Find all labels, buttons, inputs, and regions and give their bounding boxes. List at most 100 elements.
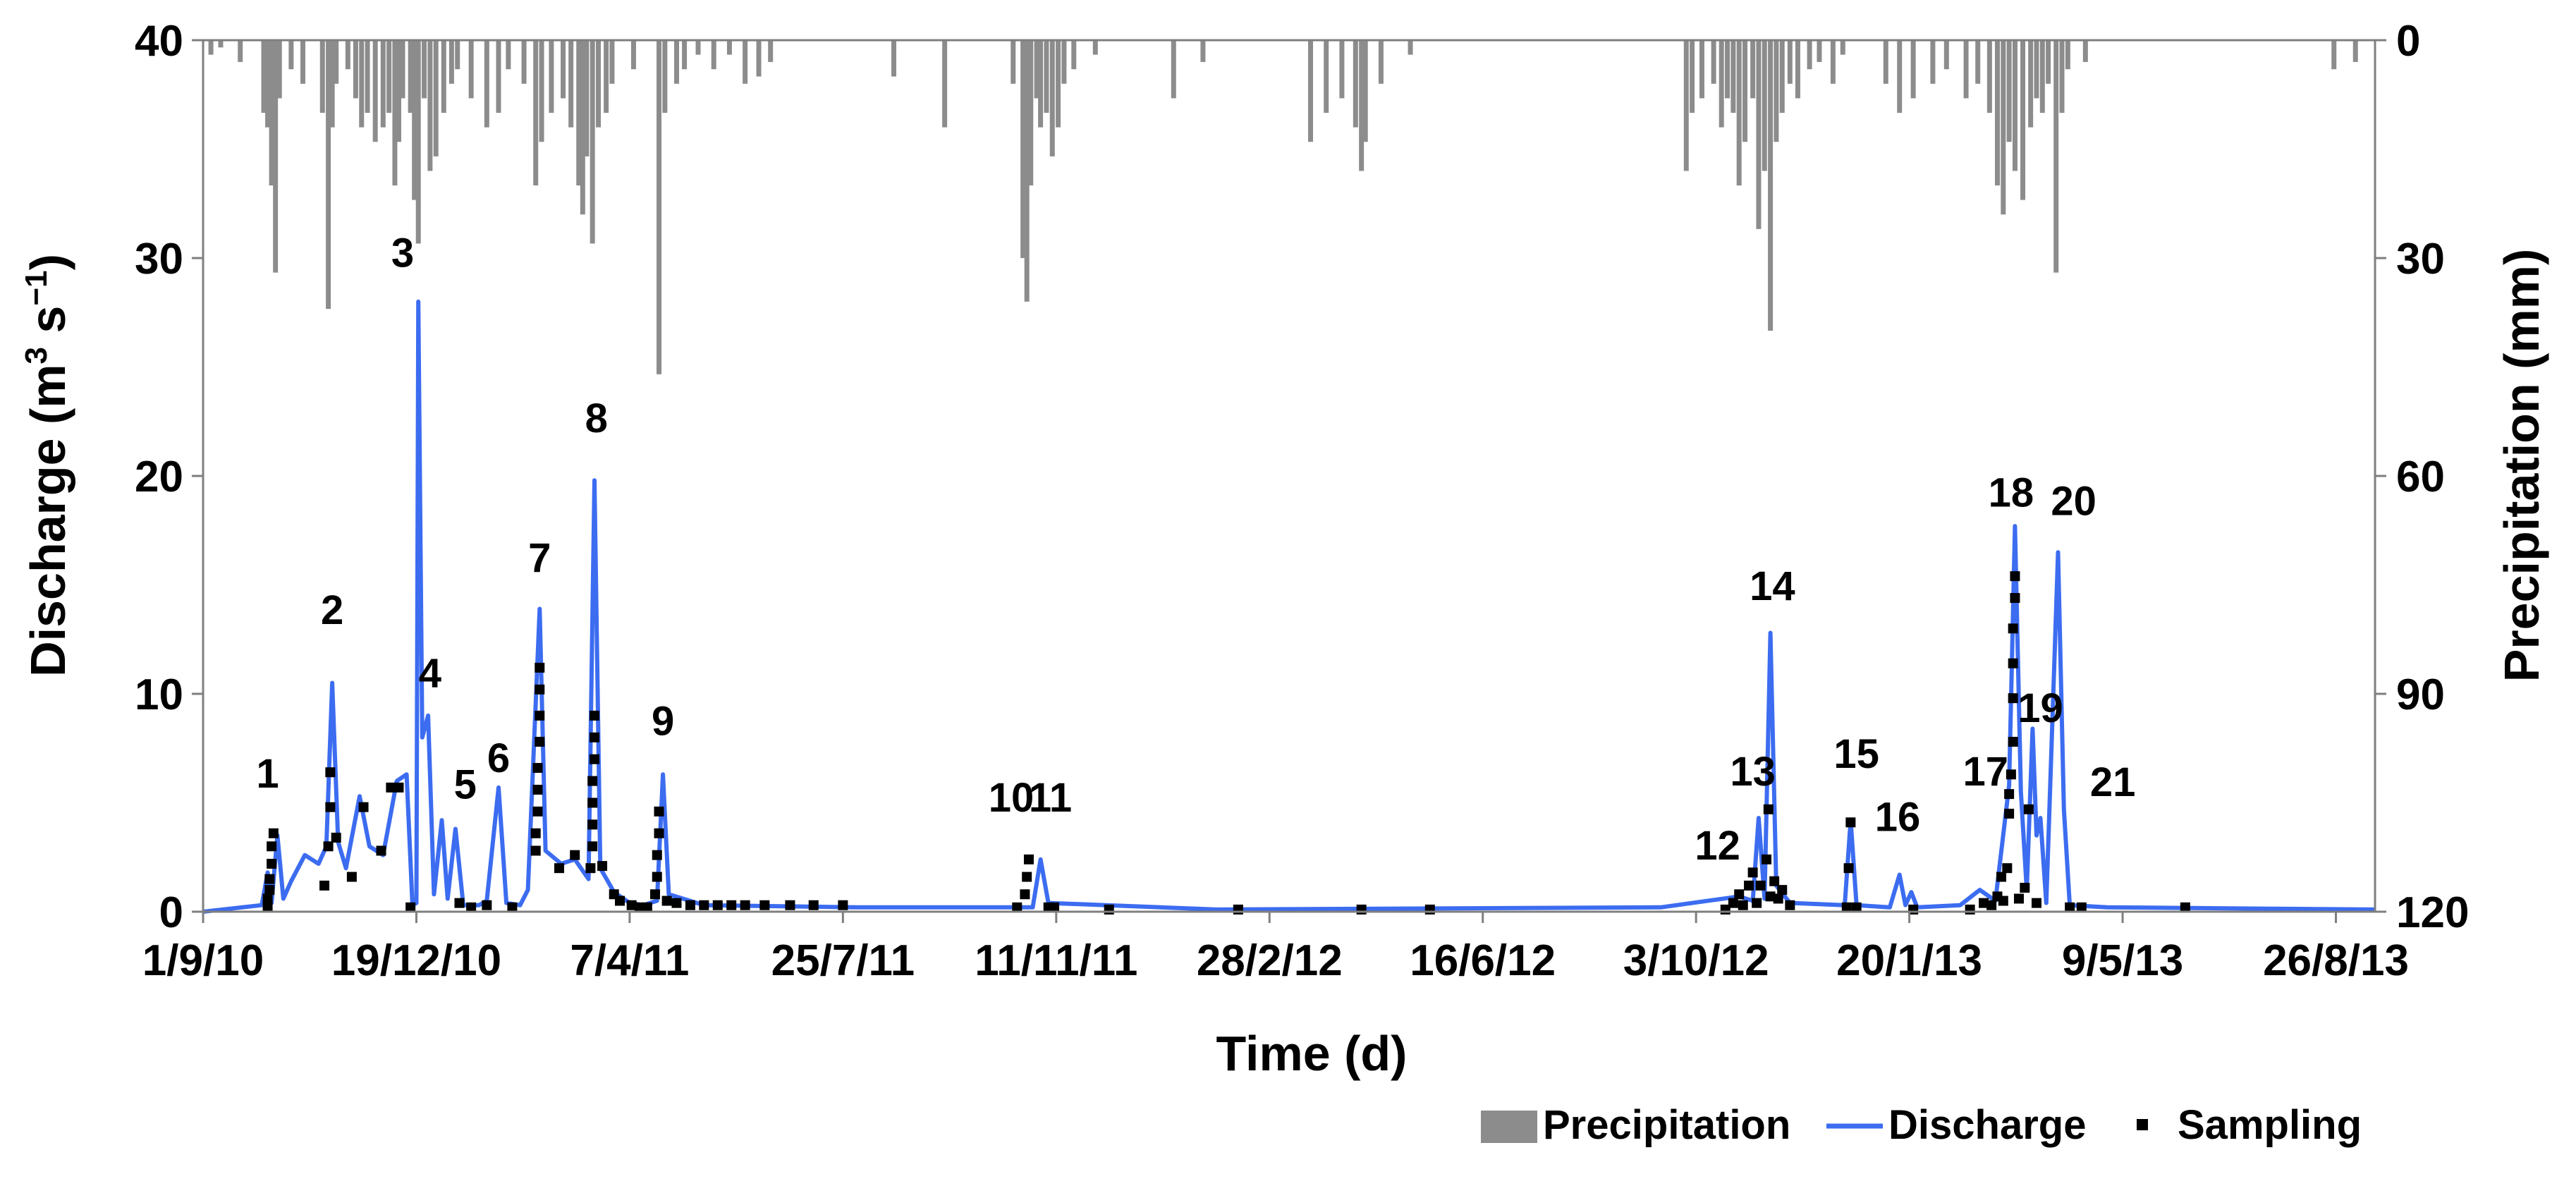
precipitation-bar [1774, 40, 1779, 142]
event-label: 13 [1730, 749, 1776, 795]
precipitation-bar [1408, 40, 1413, 55]
sampling-point [262, 893, 273, 904]
precipitation-bar [1830, 40, 1836, 84]
sampling-point [585, 863, 596, 874]
precipitation-bar [584, 40, 590, 157]
x-axis-tick-label: 7/4/11 [570, 936, 689, 985]
precipitation-bar [942, 40, 948, 128]
precipitation-bar [662, 40, 668, 113]
sampling-point [570, 850, 580, 860]
precipitation-bar [1359, 40, 1365, 171]
right-axis-tick-label: 0 [2396, 17, 2420, 66]
sampling-point [587, 776, 598, 786]
precipitation-bar [1171, 40, 1176, 99]
precipitation-bar [208, 40, 214, 55]
precipitation-bar [1044, 40, 1049, 113]
sampling-point [838, 900, 848, 910]
sampling-point [1728, 898, 1738, 908]
sampling-point [699, 900, 709, 910]
sampling-point [2020, 883, 2030, 893]
sampling-point [2008, 658, 2018, 668]
sampling-point [652, 872, 662, 882]
legend-label: Sampling [2178, 1102, 2362, 1148]
event-label: 11 [1029, 775, 1072, 821]
sampling-point [671, 898, 682, 908]
event-label: 7 [528, 535, 551, 581]
x-axis-tick-label: 16/6/12 [1410, 936, 1556, 985]
sampling-point [535, 736, 545, 747]
sampling-point [661, 895, 672, 906]
sampling-point [1769, 876, 1780, 886]
left-axis-title: Discharge (m3 s−1) [19, 254, 75, 677]
sampling-point [2023, 804, 2034, 814]
sampling-point [2065, 902, 2075, 912]
precipitation-bar [1787, 40, 1793, 84]
precipitation-bar [2046, 40, 2051, 84]
sampling-point [554, 863, 565, 874]
sampling-point [2004, 789, 2015, 800]
legend-item-precipitation: Precipitation [1481, 1102, 1790, 1148]
sampling-point [626, 900, 637, 910]
precipitation-bar [396, 40, 401, 142]
sampling-point [1738, 900, 1748, 910]
sampling-point [454, 898, 465, 908]
precipitation-bar [238, 40, 243, 62]
legend-label: Discharge [1888, 1102, 2086, 1148]
precipitation-bar [496, 40, 501, 113]
precipitation-bar [549, 40, 554, 113]
precipitation-bar [1963, 40, 1969, 99]
sampling-point [268, 828, 279, 838]
sampling-point [1734, 889, 1745, 900]
left-axis-tick-label: 40 [135, 17, 183, 66]
sampling-point [535, 710, 545, 721]
discharge-series [202, 299, 2376, 914]
precipitation-bar [1736, 40, 1742, 185]
precipitation-bar [1200, 40, 1206, 62]
precipitation-bar [1699, 40, 1704, 99]
sampling-point [507, 902, 518, 912]
right-axis-tick-label: 60 [2396, 453, 2445, 501]
precipitation-bar [1779, 40, 1785, 113]
precipitation-bar [1362, 40, 1368, 142]
sampling-point [532, 784, 543, 795]
sampling-point [1012, 902, 1023, 912]
sampling-point [1755, 880, 1766, 891]
left-axis-tick-label: 10 [135, 671, 183, 719]
precipitation-bar [596, 40, 602, 128]
precipitation-bar [1807, 40, 1812, 70]
left-axis-title-mid: s [20, 306, 75, 347]
sampling-point [1424, 904, 1435, 915]
sampling-point [1744, 880, 1754, 891]
precipitation-bar [1768, 40, 1774, 331]
precipitation-bars [208, 40, 2358, 374]
sampling-point [2010, 593, 2020, 604]
precipitation-bar [1817, 40, 1822, 62]
event-label: 17 [1963, 749, 2009, 795]
sampling-point [2008, 623, 2018, 634]
sampling-point [530, 845, 541, 856]
sampling-point [1022, 872, 1032, 882]
sampling-point [685, 900, 695, 910]
left-axis-title-sup2: −1 [19, 270, 54, 305]
precipitation-bar [359, 40, 365, 128]
precipitation-bar [657, 40, 662, 374]
sampling-point [1233, 904, 1243, 915]
precipitation-bar [1353, 40, 1358, 128]
precipitation-bar [1049, 40, 1055, 157]
x-axis-tick-label: 20/1/13 [1836, 936, 1982, 985]
event-label: 8 [585, 396, 608, 441]
event-label: 10 [989, 775, 1034, 821]
precipitation-bar [288, 40, 294, 70]
precipitation-bar [1020, 40, 1026, 258]
sampling-point [1049, 902, 1060, 912]
precipitation-bar [533, 40, 539, 185]
precipitation-bar [1308, 40, 1314, 142]
sampling-point [405, 902, 416, 912]
event-label: 6 [487, 735, 510, 781]
precipitation-bar [1730, 40, 1736, 113]
precipitation-bar [400, 40, 405, 99]
left-axis-tick-label: 20 [135, 453, 183, 501]
sampling-point [1785, 900, 1795, 910]
